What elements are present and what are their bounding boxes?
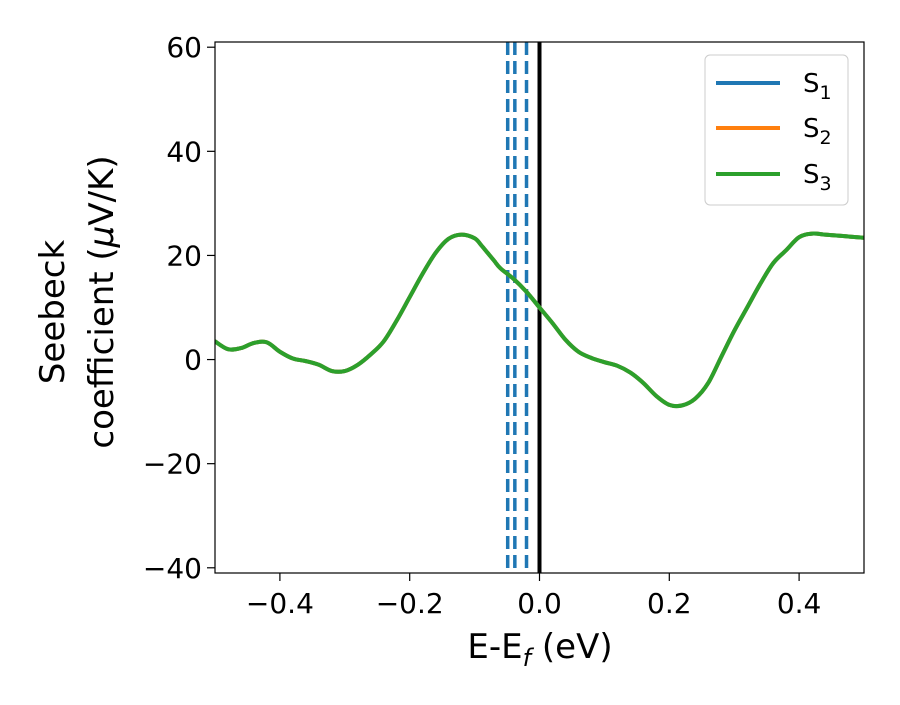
legend-item-s3: S3 [716,160,832,195]
x-tick-label: 0.4 [777,587,822,620]
svg-text:S1: S1 [803,69,832,104]
legend-label-s1: S [803,69,820,99]
y-axis-title-prefix: coefficient ( [82,247,122,448]
y-tick-label: 40 [166,135,202,168]
x-axis-title-suffix: (eV) [531,627,613,667]
legend: S1 S2 S3 [704,54,849,206]
y-tick-label: −40 [143,552,202,585]
series-lines [215,231,864,409]
legend-item-s2: S2 [716,114,832,149]
y-axis-title-suffix: V/K) [82,155,122,225]
y-tick-label: 0 [184,344,202,377]
y-axis-title-line2: coefficient (μV/K) [82,155,122,448]
svg-text:S2: S2 [803,114,832,149]
y-axis: −40 −20 0 20 40 60 [143,31,215,585]
x-tick-label: −0.4 [246,587,314,620]
y-axis-title-mu: μ [82,226,122,249]
legend-sub-s2: 2 [820,127,832,149]
legend-label-s3: S [803,160,820,190]
x-axis: −0.4 −0.2 0.0 0.2 0.4 [246,573,821,620]
x-tick-label: −0.2 [376,587,444,620]
y-tick-label: 60 [166,31,202,64]
legend-sub-s1: 1 [820,82,832,104]
legend-sub-s3: 3 [820,173,832,195]
x-tick-label: 0.2 [647,587,692,620]
y-axis-title-line1: Seebeck [33,240,73,385]
y-tick-label: 20 [166,239,202,272]
x-axis-title: E-Ef (eV) [467,627,612,672]
svg-text:S3: S3 [803,160,832,195]
series-line-s3 [215,231,864,409]
legend-item-s1: S1 [716,69,832,104]
legend-label-s2: S [803,114,820,144]
x-axis-title-main: E-E [467,627,522,667]
y-tick-label: −20 [143,448,202,481]
x-tick-label: 0.0 [517,587,562,620]
